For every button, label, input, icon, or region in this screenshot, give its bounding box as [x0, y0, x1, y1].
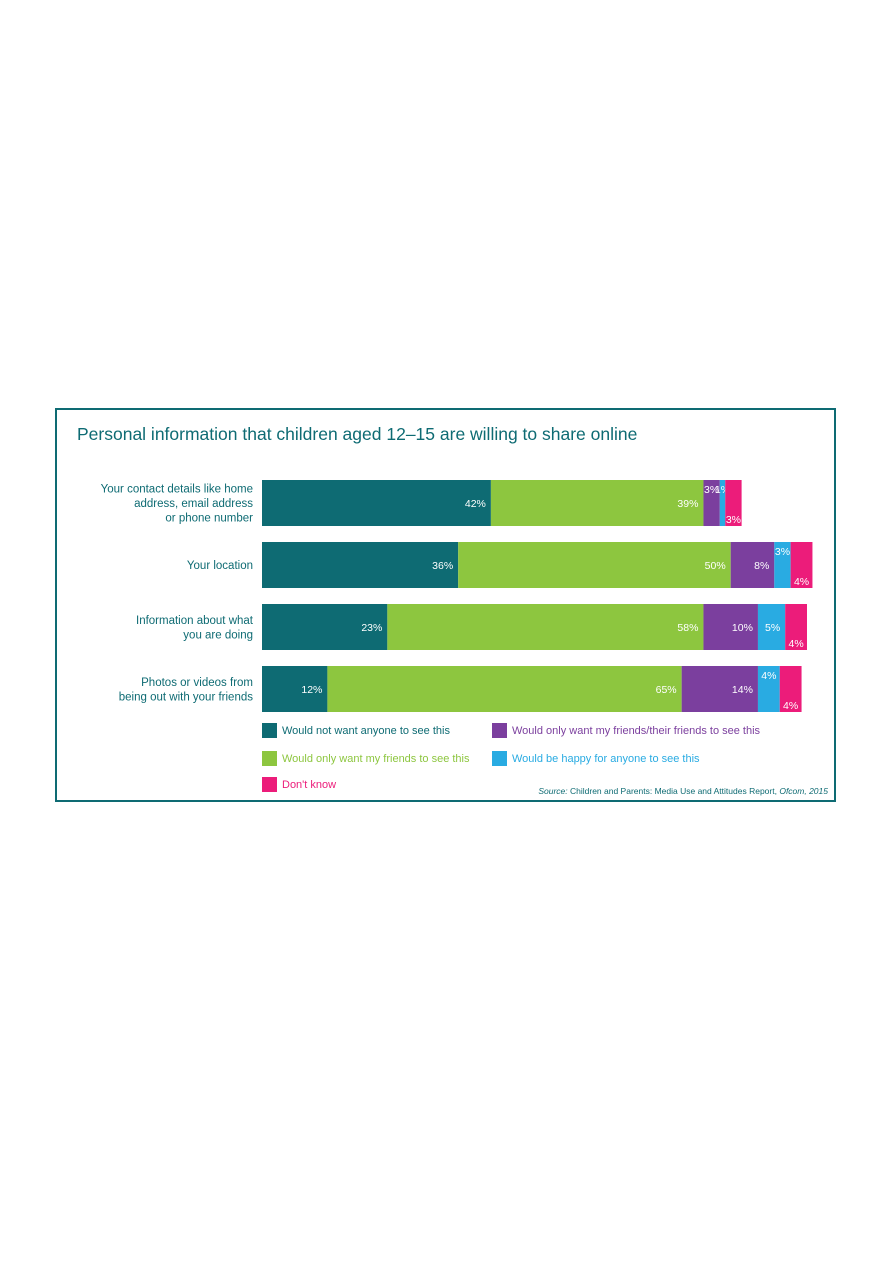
data-label: 58% [677, 622, 698, 634]
data-label: 23% [361, 622, 382, 634]
legend-item-dont-know: Don't know [262, 777, 336, 792]
data-label: 42% [465, 498, 486, 510]
legend-swatch [492, 723, 507, 738]
bar-segment-would-be-happy-for-anyone-to-see-this [719, 480, 726, 526]
bar-segment-would-only-want-my-friends-to-see-this [458, 542, 731, 588]
legend-item-anyone: Would be happy for anyone to see this [492, 751, 700, 766]
category-label: Photos or videos from being out with your… [119, 677, 253, 704]
data-label: 14% [732, 684, 753, 696]
data-label: 36% [432, 560, 453, 572]
bar-segment-would-only-want-my-friends-to-see-this [490, 480, 704, 526]
bar-segment-would-only-want-my-friends-their-friends-to-see-this [703, 480, 720, 526]
category-label: Your contact details like home address, e… [101, 484, 254, 525]
chart-frame: Personal information that children aged … [55, 408, 836, 802]
category-label: Information about what you are doing [136, 615, 254, 642]
legend-label: Would not want anyone to see this [282, 724, 450, 737]
legend-swatch [492, 751, 507, 766]
legend-item-friends-their-friends: Would only want my friends/their friends… [492, 723, 760, 738]
bar-segment-would-only-want-my-friends-their-friends-to-see-this [730, 542, 775, 588]
bar-segment-would-only-want-my-friends-to-see-this [327, 666, 682, 712]
bar-segment-would-only-want-my-friends-their-friends-to-see-this [703, 604, 758, 650]
data-label: 3% [726, 514, 741, 526]
data-label: 8% [754, 560, 769, 572]
legend-label: Would be happy for anyone to see this [512, 752, 700, 765]
bar-segment-would-not-want-anyone-to-see-this [262, 666, 328, 712]
source-publisher: Ofcom, 2015 [779, 786, 828, 796]
chart-title: Personal information that children aged … [77, 424, 638, 444]
bar-segment-would-not-want-anyone-to-see-this [262, 542, 459, 588]
legend-item-not-anyone: Would not want anyone to see this [262, 723, 450, 738]
bar-segment-would-not-want-anyone-to-see-this [262, 480, 491, 526]
data-label: 3% [775, 546, 790, 558]
data-label: 4% [761, 670, 776, 682]
category-label: Your location [187, 560, 253, 572]
data-label: 4% [789, 638, 804, 650]
bar-segment-would-be-happy-for-anyone-to-see-this [774, 542, 791, 588]
source-text: Children and Parents: Media Use and Atti… [570, 786, 777, 796]
source-label: Source: [538, 786, 568, 796]
data-label: 3% [704, 484, 719, 496]
bar-segment-would-be-happy-for-anyone-to-see-this [757, 666, 780, 712]
data-label: 50% [705, 560, 726, 572]
bar-segment-would-only-want-my-friends-to-see-this [387, 604, 704, 650]
legend-swatch [262, 751, 277, 766]
data-label: 4% [783, 700, 798, 712]
chart-plot: Your contact details like home address, e… [101, 480, 813, 712]
data-label: 39% [677, 498, 698, 510]
bar-segment-would-only-want-my-friends-their-friends-to-see-this [681, 666, 758, 712]
bar-segment-don-t-know [790, 542, 813, 588]
data-label: 10% [732, 622, 753, 634]
legend-swatch [262, 723, 277, 738]
legend-item-friends-only: Would only want my friends to see this [262, 751, 470, 766]
legend-label: Would only want my friends to see this [282, 752, 470, 765]
bar-segment-don-t-know [785, 604, 807, 650]
bar-segment-would-not-want-anyone-to-see-this [262, 604, 388, 650]
data-label: 5% [765, 622, 780, 634]
data-label: 4% [794, 576, 809, 588]
bar-segment-don-t-know [779, 666, 802, 712]
bar-segment-don-t-know [725, 480, 742, 526]
data-label: 12% [301, 684, 322, 696]
legend-swatch [262, 777, 277, 792]
source-note: Source: Children and Parents: Media Use … [538, 786, 828, 796]
legend-label: Don't know [282, 778, 337, 791]
legend-label: Would only want my friends/their friends… [512, 724, 761, 737]
bar-segment-would-be-happy-for-anyone-to-see-this [757, 604, 786, 650]
data-label: 65% [656, 684, 677, 696]
